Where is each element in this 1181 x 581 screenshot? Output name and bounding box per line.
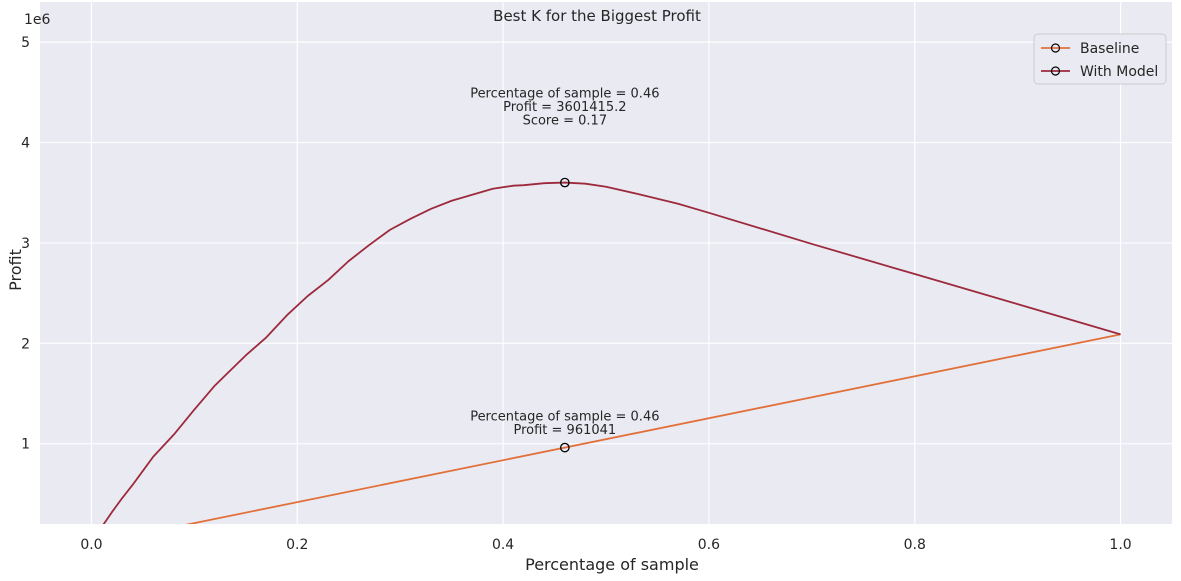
legend: Baseline With Model: [1033, 33, 1167, 85]
annotation-line: Score = 0.17: [523, 113, 608, 128]
y-axis-label: Profit: [6, 249, 25, 291]
annotation-line: Profit = 961041: [513, 423, 616, 438]
plot-area: [40, 2, 1172, 524]
annotation-line: Percentage of sample = 0.46: [470, 410, 659, 425]
y-tick-label: 3: [21, 236, 30, 252]
x-axis-label: Percentage of sample: [525, 555, 699, 574]
grid: [40, 2, 1172, 524]
best-k-point-baseline: [559, 442, 570, 453]
x-axis-ticks: 0.0 0.2 0.4 0.6 0.8 1.0: [80, 537, 1131, 553]
annotation-line: Percentage of sample = 0.46: [470, 86, 659, 101]
highlight-points: [559, 177, 570, 453]
y-tick-label: 5: [21, 35, 30, 51]
y-scale-offset-label: 1e6: [24, 12, 51, 28]
legend-marker: [1050, 66, 1061, 76]
legend-label: With Model: [1080, 64, 1158, 80]
y-axis-ticks: 1 2 3 4 5: [21, 35, 30, 453]
y-tick-label: 2: [21, 336, 30, 352]
x-tick-label: 0.8: [904, 537, 926, 553]
y-tick-label: 1: [21, 437, 30, 453]
x-tick-label: 0.6: [698, 537, 720, 553]
y-tick-label: 4: [21, 136, 30, 152]
chart-title: Best K for the Biggest Profit: [493, 7, 701, 25]
series-layer: [102, 181, 1121, 524]
series-line-baseline: [185, 333, 1121, 524]
x-tick-label: 0.4: [492, 537, 514, 553]
legend-marker: [1050, 43, 1061, 53]
best-k-point-with-model: [559, 177, 570, 188]
series-line-with-model: [102, 181, 1121, 524]
annotation-line: Profit = 3601415.2: [503, 100, 626, 115]
x-tick-label: 0.0: [80, 537, 102, 553]
x-tick-label: 1.0: [1109, 537, 1131, 553]
x-tick-label: 0.2: [286, 537, 308, 553]
legend-label: Baseline: [1080, 41, 1139, 57]
